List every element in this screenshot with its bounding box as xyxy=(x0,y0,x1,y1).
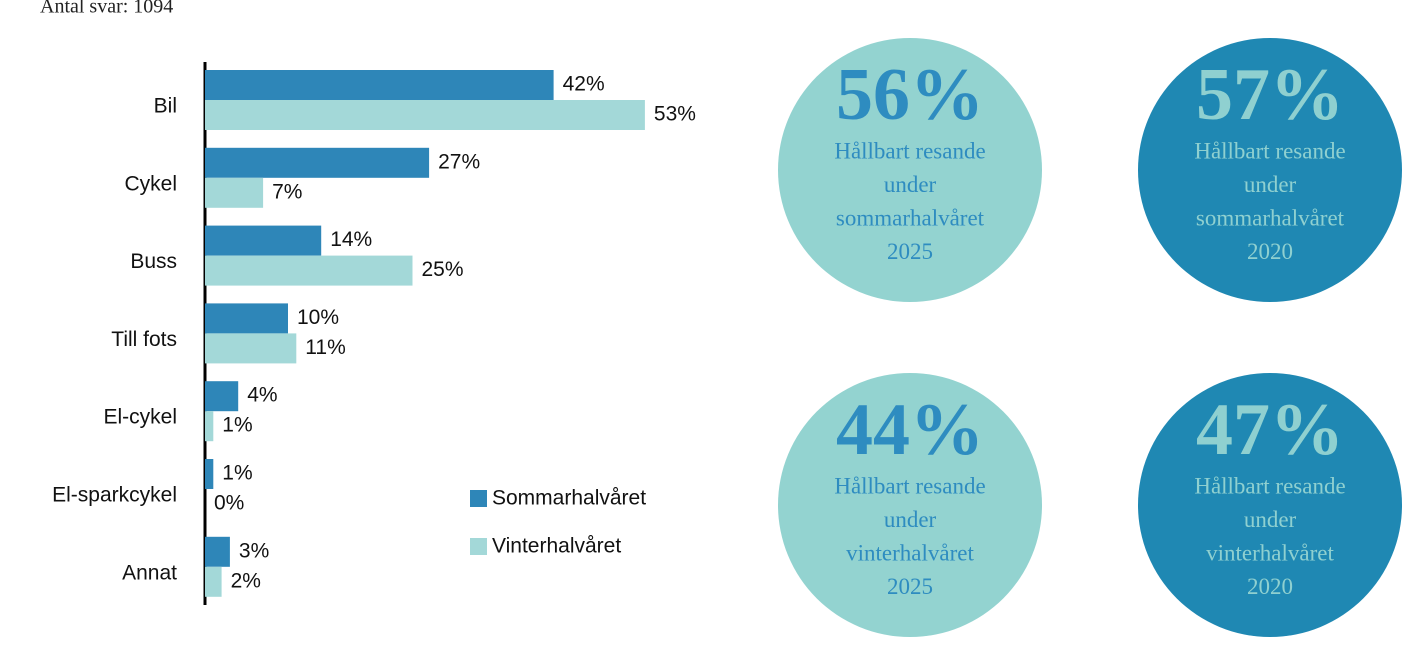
category-label: Till fots xyxy=(111,328,177,351)
highlight-text: under xyxy=(1244,172,1297,197)
category-label: El-cykel xyxy=(103,406,177,429)
highlight-text: Hållbart resande xyxy=(834,473,985,498)
highlight-circle xyxy=(778,373,1042,637)
highlight-circle xyxy=(778,38,1042,302)
highlight-text: Hållbart resande xyxy=(1194,473,1345,498)
bar xyxy=(205,255,413,286)
value-label: 7% xyxy=(272,180,302,203)
value-label: 14% xyxy=(330,228,372,251)
highlight-circle xyxy=(1138,38,1402,302)
bar xyxy=(205,70,554,100)
bar xyxy=(205,381,239,412)
highlight-text: vinterhalvåret xyxy=(846,540,974,565)
bar xyxy=(205,100,645,130)
highlight-text: Hållbart resande xyxy=(1194,138,1345,163)
value-label: 2% xyxy=(231,569,261,592)
bar xyxy=(205,411,214,442)
value-label: 11% xyxy=(305,336,345,359)
highlight-text: under xyxy=(884,507,937,532)
highlight-text: under xyxy=(884,172,937,197)
bar xyxy=(205,333,297,364)
highlight-text: Hållbart resande xyxy=(834,138,985,163)
bar xyxy=(205,459,214,489)
highlight-circle xyxy=(1138,373,1402,637)
value-label: 0% xyxy=(214,492,244,515)
highlight-text: sommarhalvåret xyxy=(1196,205,1345,230)
category-label: Cykel xyxy=(124,172,177,195)
highlight-text: vinterhalvåret xyxy=(1206,540,1334,565)
category-label: Buss xyxy=(130,250,177,273)
legend-label: Sommarhalvåret xyxy=(492,487,646,510)
value-label: 42% xyxy=(563,73,605,96)
bar xyxy=(205,566,222,597)
category-label: Bil xyxy=(154,95,177,118)
note: Antal svar: 1094 xyxy=(40,0,173,18)
highlight-value: 44% xyxy=(836,389,984,471)
bar xyxy=(205,225,322,256)
bar xyxy=(205,177,264,208)
bar xyxy=(205,536,230,567)
value-label: 27% xyxy=(438,150,480,173)
value-label: 10% xyxy=(297,306,339,329)
bar xyxy=(205,147,430,178)
highlight-value: 56% xyxy=(836,54,984,136)
highlight-text: 2025 xyxy=(887,239,933,264)
highlight-text: sommarhalvåret xyxy=(836,205,985,230)
highlight-text: under xyxy=(1244,507,1297,532)
highlight-text: 2020 xyxy=(1247,574,1293,599)
highlight-text: 2025 xyxy=(887,574,933,599)
legend-swatch xyxy=(470,538,487,555)
category-label: El-sparkcykel xyxy=(52,484,177,507)
bar xyxy=(205,303,288,334)
value-label: 4% xyxy=(247,384,277,407)
legend-label: Vinterhalvåret xyxy=(492,535,621,558)
value-label: 3% xyxy=(239,539,269,562)
value-label: 1% xyxy=(222,462,252,485)
highlight-value: 57% xyxy=(1196,54,1344,136)
value-label: 25% xyxy=(422,258,464,281)
highlight-value: 47% xyxy=(1196,389,1344,471)
value-label: 1% xyxy=(222,414,252,437)
legend-swatch xyxy=(470,490,487,507)
category-label: Annat xyxy=(122,561,177,584)
value-label: 53% xyxy=(654,103,696,126)
highlight-text: 2020 xyxy=(1247,239,1293,264)
